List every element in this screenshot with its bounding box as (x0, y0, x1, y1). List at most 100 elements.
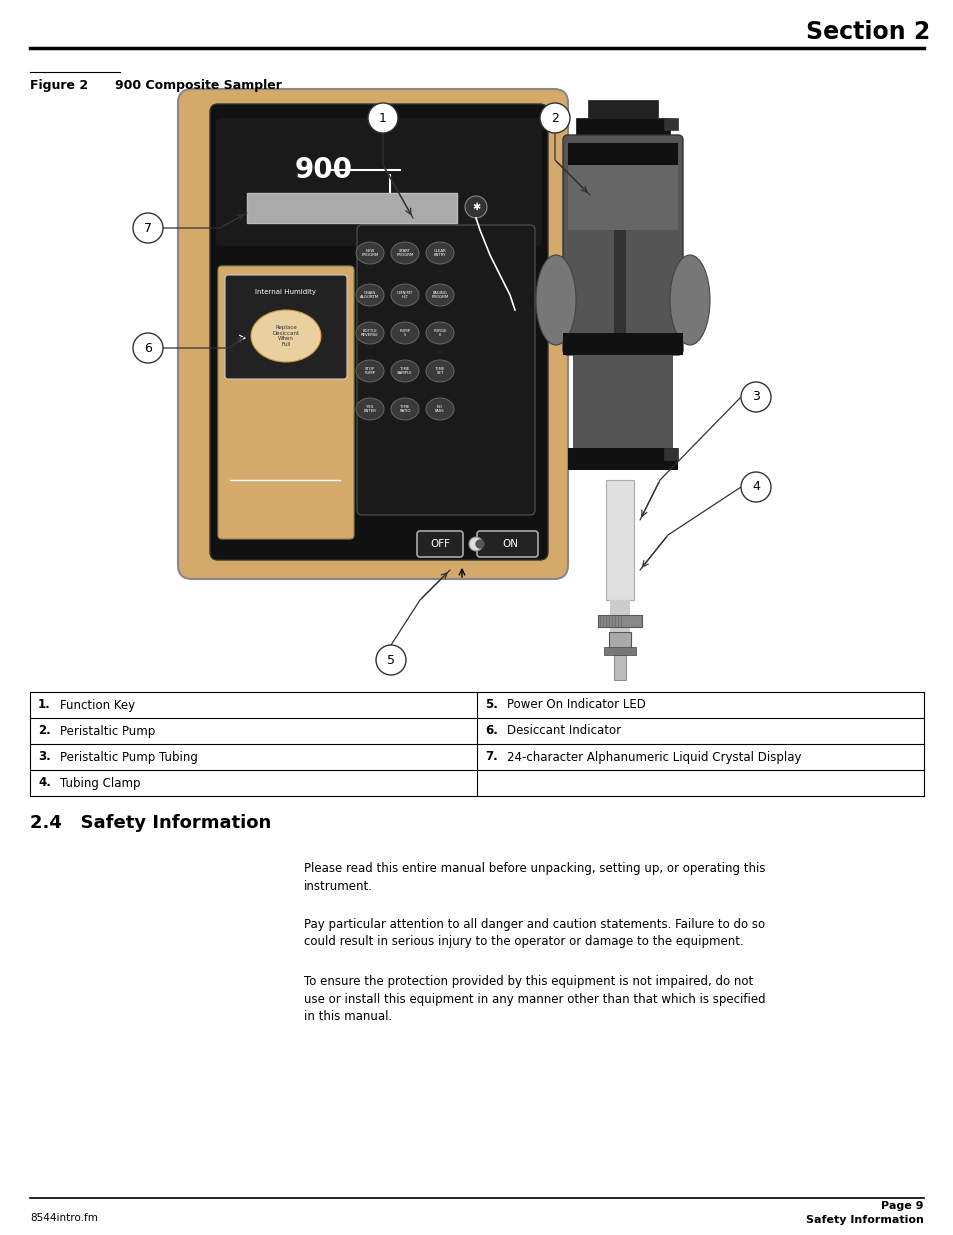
Text: Function Key: Function Key (60, 699, 135, 711)
Circle shape (132, 212, 163, 243)
Ellipse shape (391, 322, 418, 345)
Bar (663, 448, 678, 459)
Text: CHAIN
ALGORTM: CHAIN ALGORTM (360, 290, 379, 299)
Text: Section 2: Section 2 (805, 20, 929, 44)
Text: To ensure the protection provided by this equipment is not impaired, do not
use : To ensure the protection provided by thi… (304, 974, 765, 1023)
Text: 7.: 7. (484, 751, 497, 763)
Text: 900 Composite Sampler: 900 Composite Sampler (115, 79, 281, 91)
Text: Pay particular attention to all danger and caution statements. Failure to do so
: Pay particular attention to all danger a… (304, 918, 764, 948)
FancyBboxPatch shape (210, 104, 547, 559)
Text: 2.: 2. (38, 725, 51, 737)
Circle shape (464, 196, 486, 219)
Ellipse shape (426, 322, 454, 345)
Text: NO
PASS: NO PASS (435, 405, 444, 414)
Text: 6: 6 (144, 342, 152, 354)
FancyBboxPatch shape (476, 531, 537, 557)
Text: CLEAR
ENTRY: CLEAR ENTRY (434, 248, 446, 257)
Bar (608, 632, 630, 650)
Circle shape (740, 472, 770, 501)
Ellipse shape (391, 284, 418, 306)
Text: 24-character Alphanumeric Liquid Crystal Display: 24-character Alphanumeric Liquid Crystal… (506, 751, 801, 763)
Text: YES
ENTER: YES ENTER (363, 405, 376, 414)
Ellipse shape (391, 242, 418, 264)
FancyBboxPatch shape (225, 275, 347, 379)
Text: 8544intro.fm: 8544intro.fm (30, 1213, 98, 1223)
Text: START
PROGRM: START PROGRM (395, 248, 414, 257)
Ellipse shape (669, 254, 709, 345)
Bar (598, 615, 641, 627)
Circle shape (469, 537, 482, 551)
Text: TIME
RATIO: TIME RATIO (399, 405, 411, 414)
Circle shape (132, 333, 163, 363)
Text: Tubing Clamp: Tubing Clamp (60, 777, 140, 789)
Text: NEW
PROGRM: NEW PROGRM (361, 248, 378, 257)
Text: Desiccant Indicator: Desiccant Indicator (506, 725, 620, 737)
Text: 6.: 6. (484, 725, 497, 737)
Text: TIME
SET: TIME SET (435, 367, 444, 375)
Ellipse shape (251, 310, 320, 362)
Ellipse shape (536, 254, 576, 345)
Bar (567, 143, 678, 165)
Bar (573, 354, 672, 471)
Text: Page 9: Page 9 (881, 1200, 923, 1212)
Bar (567, 448, 678, 471)
FancyBboxPatch shape (215, 119, 541, 246)
Text: 4: 4 (751, 480, 760, 494)
Ellipse shape (426, 284, 454, 306)
Text: Power On Indicator LED: Power On Indicator LED (506, 699, 645, 711)
Ellipse shape (355, 398, 384, 420)
Text: 1: 1 (378, 111, 387, 125)
Text: OFF: OFF (430, 538, 450, 550)
Text: 900: 900 (294, 156, 353, 184)
Circle shape (740, 382, 770, 412)
Bar (614, 149, 625, 354)
Ellipse shape (391, 359, 418, 382)
Bar (614, 655, 625, 680)
FancyBboxPatch shape (562, 135, 682, 354)
FancyBboxPatch shape (356, 225, 535, 515)
Text: 3: 3 (751, 390, 760, 404)
Ellipse shape (426, 398, 454, 420)
Text: PAGING
PROGRM: PAGING PROGRM (431, 290, 448, 299)
Bar (605, 480, 634, 600)
Text: Replace
Desiccant
When
Full: Replace Desiccant When Full (273, 325, 299, 347)
Bar (567, 165, 678, 230)
Text: PUMP
5: PUMP 5 (399, 329, 410, 337)
FancyBboxPatch shape (178, 89, 567, 579)
Ellipse shape (355, 322, 384, 345)
Text: ✱: ✱ (472, 203, 479, 212)
Bar (576, 119, 669, 140)
Text: Safety Information: Safety Information (805, 1215, 923, 1225)
Text: Please read this entire manual before unpacking, setting up, or operating this
i: Please read this entire manual before un… (304, 862, 764, 893)
Bar (247, 193, 456, 224)
Bar (609, 600, 629, 640)
Text: 7: 7 (144, 221, 152, 235)
Text: Peristaltic Pump Tubing: Peristaltic Pump Tubing (60, 751, 197, 763)
Circle shape (539, 103, 569, 133)
Text: 2.4   Safety Information: 2.4 Safety Information (30, 814, 271, 832)
Text: 1.: 1. (38, 699, 51, 711)
Bar (663, 119, 678, 130)
Bar (603, 647, 636, 655)
Text: STOP
PUMP: STOP PUMP (364, 367, 375, 375)
Text: TIME
SAMPLE: TIME SAMPLE (396, 367, 413, 375)
Ellipse shape (355, 242, 384, 264)
Circle shape (368, 103, 397, 133)
Circle shape (476, 540, 483, 548)
Ellipse shape (391, 398, 418, 420)
Text: Peristaltic Pump: Peristaltic Pump (60, 725, 155, 737)
Ellipse shape (355, 359, 384, 382)
Text: ON: ON (501, 538, 517, 550)
Text: PURGE
6: PURGE 6 (433, 329, 446, 337)
FancyBboxPatch shape (218, 266, 354, 538)
Text: 5: 5 (387, 653, 395, 667)
Text: 3.: 3. (38, 751, 51, 763)
Bar (587, 100, 658, 119)
Text: OMNIMT
HLT: OMNIMT HLT (396, 290, 413, 299)
Ellipse shape (426, 359, 454, 382)
Ellipse shape (355, 284, 384, 306)
Text: Figure 2: Figure 2 (30, 79, 88, 91)
Text: 4.: 4. (38, 777, 51, 789)
Bar (562, 333, 682, 354)
FancyBboxPatch shape (416, 531, 462, 557)
